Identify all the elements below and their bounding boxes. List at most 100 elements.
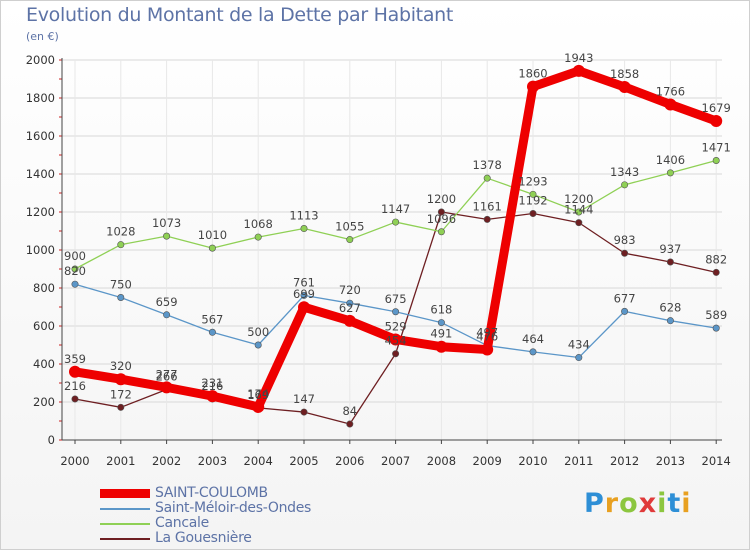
data-point — [117, 403, 125, 411]
chart-subtitle: (en €) — [26, 30, 59, 43]
data-label: 983 — [614, 233, 636, 247]
grid — [62, 59, 722, 441]
data-label: 1679 — [702, 101, 731, 115]
data-point — [666, 169, 674, 177]
data-point — [666, 317, 674, 325]
data-label: 937 — [659, 242, 681, 256]
y-tick-label: 200 — [33, 395, 55, 409]
x-tick-label: 2004 — [244, 454, 273, 468]
data-label: 1010 — [198, 228, 227, 242]
data-point — [114, 373, 127, 386]
data-point — [300, 291, 308, 299]
data-label: 1113 — [289, 209, 318, 223]
data-point — [666, 258, 674, 266]
proxiti-logo: Proxiti — [584, 488, 692, 519]
data-label: 659 — [156, 295, 178, 309]
data-point — [712, 324, 720, 332]
y-tick-label: 600 — [33, 319, 55, 333]
data-point — [529, 348, 537, 356]
data-point — [71, 265, 79, 273]
chart-title: Evolution du Montant de la Dette par Hab… — [26, 4, 454, 26]
x-tick-label: 2001 — [106, 454, 135, 468]
data-point — [527, 80, 539, 93]
y-tick-label: 1000 — [26, 243, 55, 257]
series — [69, 64, 723, 428]
data-label: 454 — [385, 334, 407, 348]
data-label: 567 — [201, 312, 223, 326]
data-label: 1378 — [473, 158, 502, 172]
data-point — [664, 98, 677, 111]
data-point — [163, 232, 171, 240]
data-label: 1055 — [335, 220, 364, 234]
data-label: 1200 — [427, 192, 456, 206]
data-point — [437, 319, 445, 327]
x-tick-label: 2014 — [702, 454, 731, 468]
data-label: 1192 — [518, 194, 547, 208]
data-label: 1471 — [702, 141, 731, 155]
data-point — [575, 354, 583, 362]
data-label: 627 — [339, 301, 361, 315]
data-point — [392, 308, 400, 316]
data-label: 677 — [614, 291, 636, 305]
data-point — [618, 80, 631, 93]
data-label: 750 — [110, 278, 132, 292]
data-label: 266 — [156, 369, 178, 383]
data-point — [160, 381, 173, 394]
data-label: 628 — [659, 301, 681, 315]
data-label: 1200 — [564, 192, 593, 206]
y-tick-label: 1800 — [26, 91, 55, 105]
legend-item: Saint-Méloir-des-Ondes — [100, 501, 311, 516]
data-label: 277 — [156, 367, 178, 381]
x-tick-label: 2010 — [518, 454, 547, 468]
x-tick-label: 2003 — [198, 454, 227, 468]
data-label: 1858 — [610, 67, 639, 81]
data-point — [575, 208, 583, 216]
data-label: 1293 — [518, 174, 547, 188]
y-tick-label: 800 — [33, 281, 55, 295]
data-point — [437, 208, 445, 216]
data-point — [710, 114, 723, 127]
data-point — [483, 215, 491, 223]
data-point — [346, 236, 354, 244]
legend-swatch — [100, 489, 150, 498]
data-label: 1161 — [473, 199, 502, 213]
y-tick-label: 1200 — [26, 205, 55, 219]
data-point — [69, 365, 81, 378]
data-point — [621, 249, 629, 257]
x-tick-label: 2000 — [60, 454, 89, 468]
x-tick-label: 2009 — [473, 454, 502, 468]
data-label: 497 — [476, 326, 498, 340]
data-point — [572, 64, 585, 77]
data-point — [621, 307, 629, 315]
x-tick-label: 2002 — [152, 454, 181, 468]
data-label: 900 — [64, 249, 86, 263]
legend-label: Cancale — [155, 515, 209, 531]
data-label: 1028 — [106, 225, 135, 239]
x-tick-label: 2007 — [381, 454, 410, 468]
data-point — [206, 390, 219, 403]
data-label: 618 — [430, 303, 452, 317]
data-point — [435, 340, 448, 353]
data-point — [392, 218, 400, 226]
data-point — [346, 299, 354, 307]
data-point — [343, 314, 356, 327]
data-label: 147 — [293, 392, 315, 406]
data-point — [389, 333, 402, 346]
data-point — [575, 219, 583, 227]
x-tick-label: 2011 — [564, 454, 593, 468]
y-tick-label: 1400 — [26, 167, 55, 181]
data-point — [300, 225, 308, 233]
legend-item: La Gouesnière — [100, 531, 311, 546]
data-point — [529, 190, 537, 198]
data-label: 84 — [342, 404, 357, 418]
data-label: 172 — [110, 387, 132, 401]
legend-item: SAINT-COULOMB — [100, 486, 311, 501]
data-point — [252, 400, 265, 413]
legend-swatch — [100, 537, 150, 540]
data-label: 1147 — [381, 202, 410, 216]
data-point — [254, 233, 262, 241]
x-tick-label: 2008 — [427, 454, 456, 468]
data-label: 216 — [201, 379, 223, 393]
data-point — [208, 244, 216, 252]
data-point — [71, 395, 79, 403]
